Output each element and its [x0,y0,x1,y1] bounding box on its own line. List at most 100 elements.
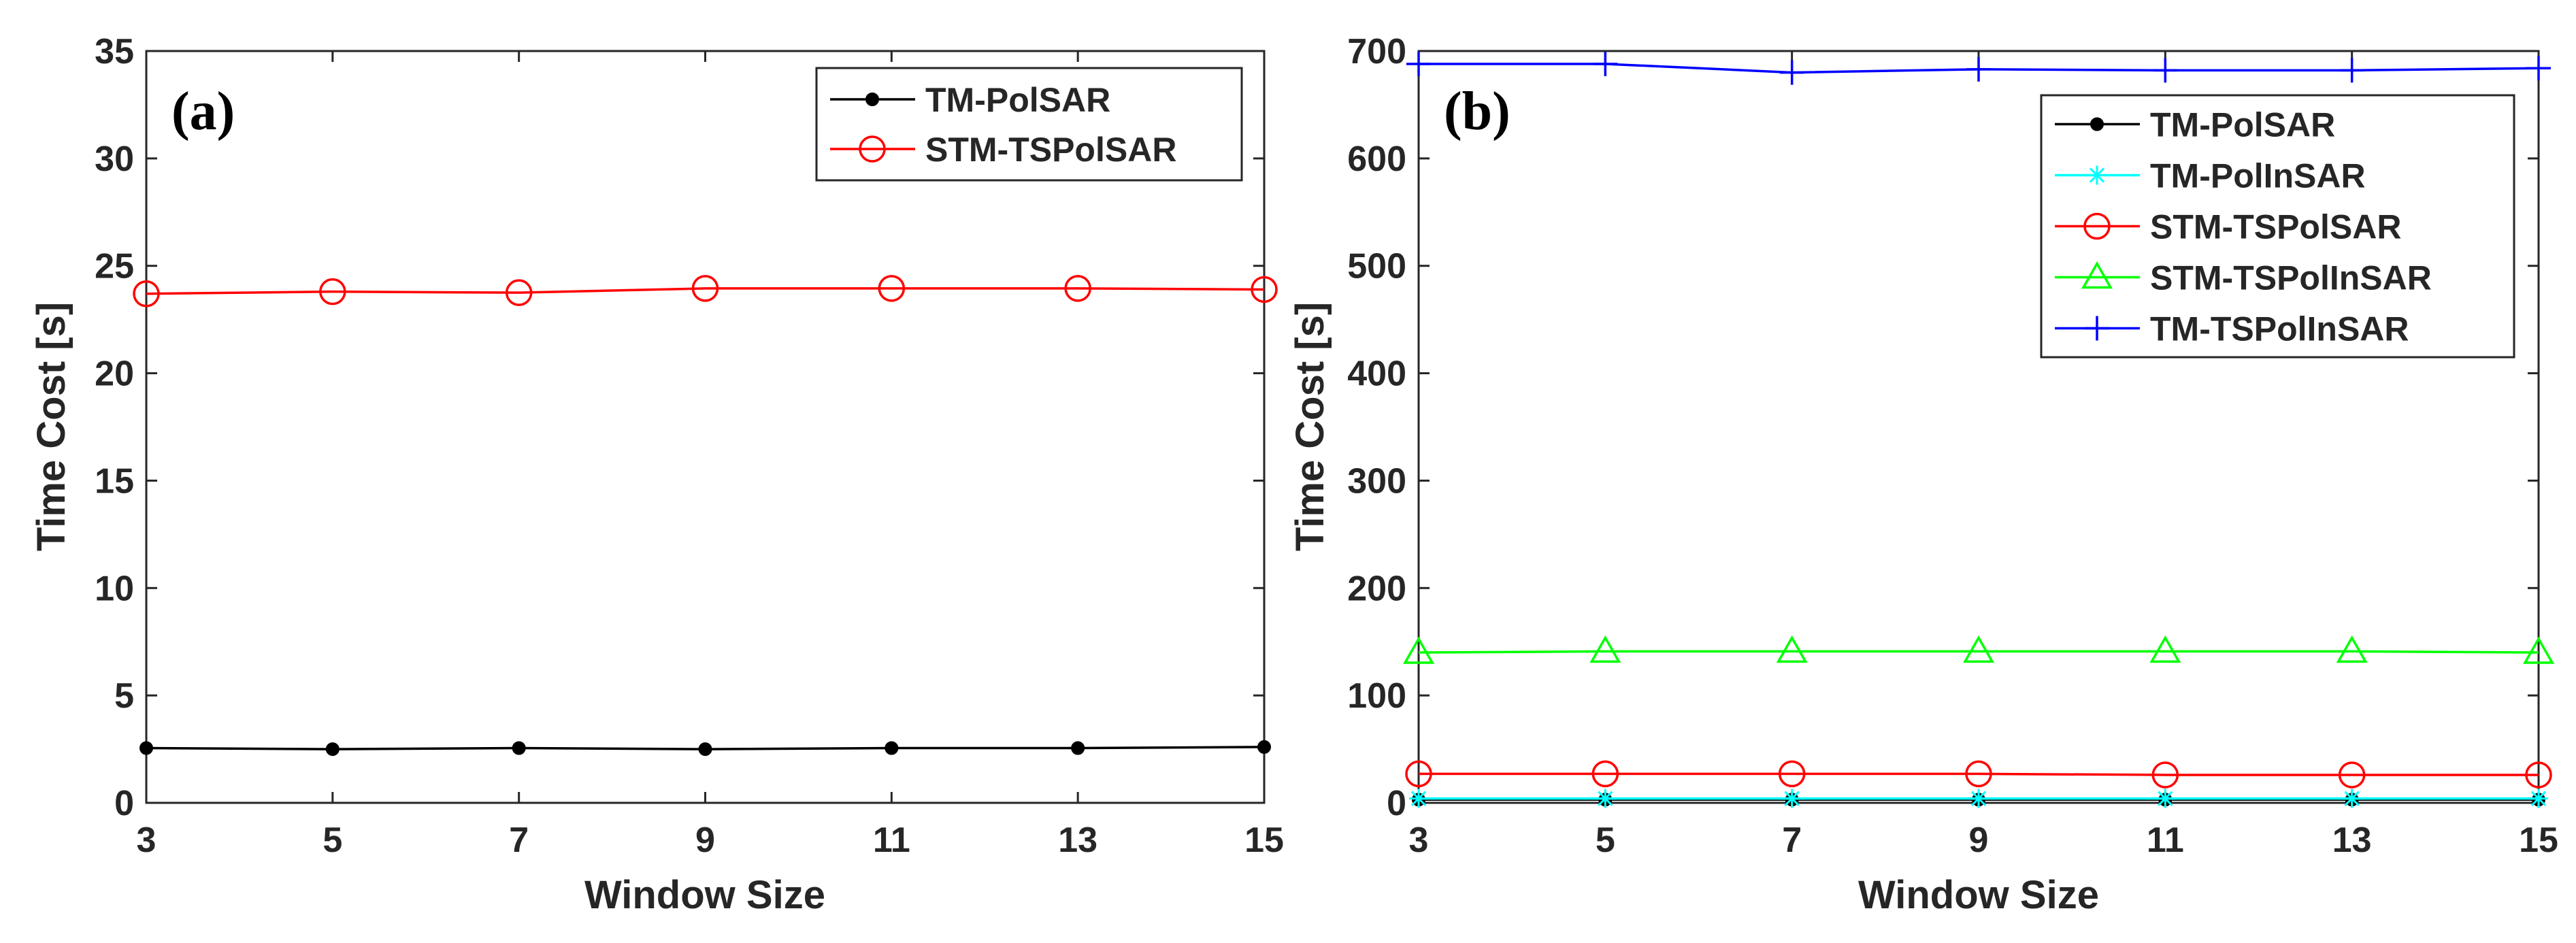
data-point [1257,740,1271,754]
data-point [1071,741,1085,755]
legend-marker [859,135,886,163]
data-point [878,275,906,302]
legend-item: STM-TSPolSAR [2055,208,2401,246]
data-point [1064,275,1091,302]
y-tick-label: 300 [1347,461,1406,501]
x-tick-label: 9 [695,821,715,860]
x-tick-label: 15 [2519,821,2558,860]
x-tick-label: 7 [1782,821,1802,860]
data-point [691,275,719,302]
legend-item: TM-TSPolInSAR [2055,310,2409,348]
data-point [1405,760,1432,788]
data-point [1591,760,1619,788]
data-point [1596,789,1615,808]
y-tick-label: 35 [95,32,134,71]
legend-a: TM-PolSAR STM-TSPolSAR [815,67,1243,182]
data-point [2153,58,2178,83]
data-point [885,741,899,755]
legend-item: TM-PolSAR [830,81,1110,119]
data-point [2529,789,2548,808]
y-tick-label: 20 [95,354,134,394]
series-tm-tspolinsar [1406,51,2551,85]
series-layer-a [133,275,1278,757]
legend-item: STM-TSPolSAR [830,131,1176,169]
data-point [1406,51,1431,76]
data-point [1409,789,1428,808]
series-line [1418,650,2539,654]
x-tick-label: 11 [873,821,910,860]
series-tm-polinsar [1409,789,2548,808]
data-point [1965,760,1992,788]
x-tick-label: 5 [323,821,342,860]
y-tick-label: 0 [1387,784,1406,823]
data-point [698,742,712,757]
x-tick-label: 9 [1969,821,1989,860]
legend-label: STM-TSPolSAR [2150,208,2401,246]
legend-marker [865,93,879,106]
series-stm-tspolinsar [1402,635,2555,664]
data-point [2338,761,2366,789]
x-axis-label-b: Window Size [1858,873,2099,917]
series-line [1419,772,2539,776]
y-tick-label: 0 [114,784,134,823]
x-axis-label-a: Window Size [584,873,825,917]
y-tick-label: 25 [95,247,134,286]
y-axis-label-b: Time Cost [s] [1288,302,1332,551]
data-point [2342,789,2362,808]
y-axis-label-a: Time Cost [s] [29,302,73,551]
series-line [146,287,1265,295]
legend-label: TM-PolSAR [925,81,1110,119]
x-tick-label: 15 [1244,821,1284,860]
data-point [1962,635,1995,663]
y-tick-label: 500 [1347,247,1406,286]
data-point [1969,789,1988,808]
legend-item: TM-PolInSAR [2055,157,2366,195]
x-tick-label: 13 [2332,821,2372,860]
x-tick-label: 3 [137,821,156,860]
legend-item: STM-TSPolInSAR [2055,259,2432,297]
data-point [2526,56,2551,81]
data-point [319,278,346,305]
data-point [325,742,340,757]
data-point [2522,636,2555,664]
series-stm-tspolsar [1405,760,2552,789]
x-tick-label: 11 [2147,821,2184,860]
y-tick-label: 15 [95,461,134,501]
legend-label: TM-TSPolInSAR [2150,310,2409,348]
y-tick-label: 10 [95,569,134,608]
x-tick-label: 13 [1058,821,1097,860]
panel-label-a: (a) [171,82,235,142]
panel-label-b: (b) [1444,82,1510,142]
legend-box [815,67,1243,182]
data-point [1776,635,1808,663]
data-point [1402,636,1435,664]
legend-item: TM-PolSAR [2055,106,2335,144]
chart-panel-b: 3 5 7 9 11 13 15 0 100 200 300 400 500 600 700 (b) Win… [1288,32,2558,917]
data-point [1593,51,1618,76]
series-tm-polsar [139,740,1271,757]
data-point [2149,635,2181,663]
data-point [512,741,526,755]
y-tick-label: 600 [1347,139,1406,179]
legend-label: TM-PolSAR [2150,106,2335,144]
y-tick-label: 200 [1347,569,1406,608]
data-point [1779,60,1804,85]
y-tick-label: 400 [1347,354,1406,394]
data-point [1251,276,1278,303]
legend-label: STM-TSPolInSAR [2150,259,2432,297]
legend-label: TM-PolInSAR [2150,157,2366,195]
data-point [505,279,533,306]
data-point [1589,635,1621,663]
legend-marker [2081,261,2113,289]
data-point [1966,56,1991,82]
legend-marker [2083,212,2111,240]
data-point [2339,58,2364,83]
data-point [133,280,160,308]
legend-marker [2085,316,2109,341]
legend-b: TM-PolSAR TM-PolInSAR STM-TSPolSAR STM-TSPo… [2040,94,2515,359]
y-tick-label: 100 [1347,676,1406,716]
data-point [2525,761,2552,789]
